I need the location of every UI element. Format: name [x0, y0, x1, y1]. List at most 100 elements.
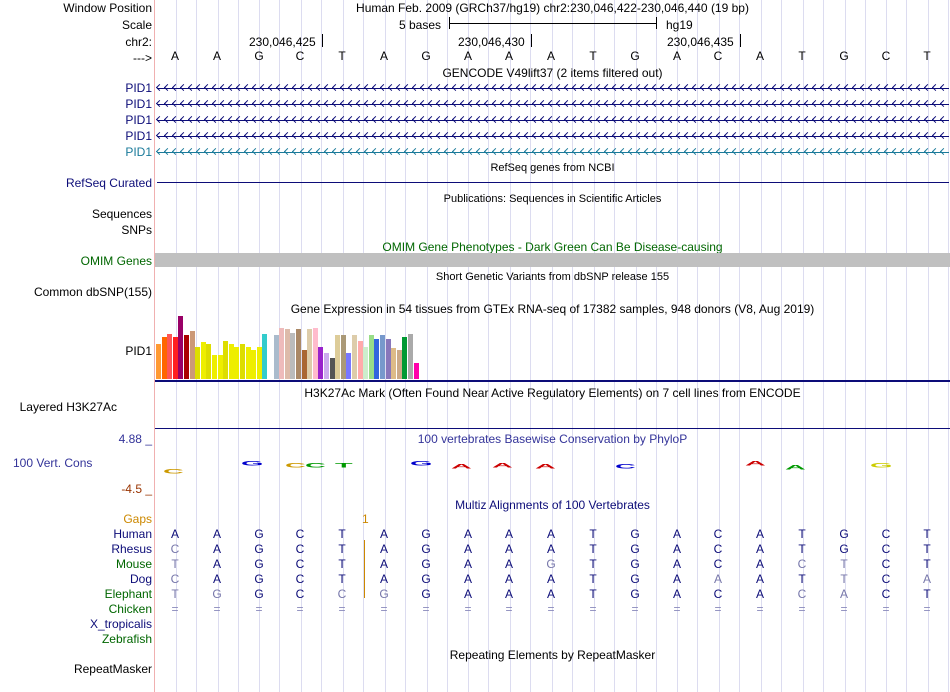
strand-arrow-icon: [563, 99, 572, 108]
gtex-tissue-bar[interactable]: [413, 363, 419, 379]
strand-arrow-icon: [211, 115, 220, 124]
gtex-tissue-bar[interactable]: [200, 342, 206, 379]
strand-arrow-icon: [931, 131, 940, 140]
refseq-title[interactable]: RefSeq genes from NCBI: [490, 162, 615, 174]
strand-arrow-icon: [227, 115, 236, 124]
gtex-tissue-bar[interactable]: [217, 355, 223, 379]
gtex-tissue-bar[interactable]: [223, 341, 229, 379]
gtex-tissue-bar[interactable]: [273, 335, 279, 379]
gtex-tissue-bar[interactable]: [329, 358, 335, 379]
gencode-gene-label[interactable]: PID1: [125, 97, 152, 111]
gtex-tissue-bar[interactable]: [206, 344, 212, 379]
gtex-tissue-bar[interactable]: [251, 350, 257, 379]
gtex-tissue-bar[interactable]: [195, 347, 201, 379]
species-label[interactable]: Mouse: [115, 557, 152, 571]
h3k27ac-label[interactable]: Layered H3K27Ac: [19, 400, 117, 414]
gencode-gene-model[interactable]: [155, 147, 949, 159]
gencode-title[interactable]: GENCODE V49lift37 (2 items filtered out): [442, 66, 663, 80]
dbsnp-label[interactable]: Common dbSNP(155): [33, 285, 152, 299]
strand-arrow-icon: [531, 147, 540, 156]
gtex-tissue-bar[interactable]: [301, 350, 307, 379]
omim-gene-block[interactable]: [155, 253, 950, 267]
gtex-tissue-bar[interactable]: [167, 334, 173, 379]
strand-arrow-icon: [323, 147, 332, 156]
omim-title[interactable]: OMIM Gene Phenotypes - Dark Green Can Be…: [382, 240, 723, 254]
gtex-tissue-bar[interactable]: [391, 348, 397, 379]
gencode-gene-model[interactable]: [155, 99, 949, 111]
species-label[interactable]: Dog: [129, 572, 152, 586]
gtex-tissue-bar[interactable]: [357, 341, 363, 379]
refseq-gene-line[interactable]: [157, 182, 949, 183]
h3k27ac-title[interactable]: H3K27Ac Mark (Often Found Near Active Re…: [304, 386, 801, 400]
gtex-tissue-bar[interactable]: [279, 328, 285, 379]
strand-arrow-icon: [891, 115, 900, 124]
gtex-tissue-bar[interactable]: [234, 347, 240, 379]
gtex-tissue-bar[interactable]: [363, 347, 369, 379]
gtex-tissue-bar[interactable]: [284, 329, 290, 379]
species-label[interactable]: X_tropicalis: [89, 617, 152, 631]
gtex-tissue-bar[interactable]: [161, 337, 167, 379]
gtex-tissue-bar[interactable]: [307, 329, 313, 379]
gtex-tissue-bar[interactable]: [374, 339, 380, 379]
gtex-tissue-bar[interactable]: [156, 344, 161, 379]
strand-arrow-icon: [467, 83, 476, 92]
window-position-text[interactable]: Human Feb. 2009 (GRCh37/hg19) chr2:230,0…: [356, 1, 749, 15]
gencode-gene-model[interactable]: [155, 115, 949, 127]
gtex-title[interactable]: Gene Expression in 54 tissues from GTEx …: [290, 302, 815, 316]
species-label[interactable]: Rhesus: [111, 542, 152, 556]
publications-sequences-label[interactable]: Sequences: [91, 207, 152, 221]
gtex-tissue-bar[interactable]: [318, 347, 324, 379]
gtex-tissue-bar[interactable]: [396, 350, 402, 379]
publications-title[interactable]: Publications: Sequences in Scientific Ar…: [443, 193, 662, 205]
publications-snps-label[interactable]: SNPs: [121, 223, 152, 237]
gaps-label[interactable]: Gaps: [123, 512, 152, 526]
omim-label[interactable]: OMIM Genes: [80, 254, 152, 268]
dbsnp-title[interactable]: Short Genetic Variants from dbSNP releas…: [435, 271, 670, 283]
repeatmasker-label[interactable]: RepeatMasker: [73, 662, 152, 676]
gtex-tissue-bar[interactable]: [352, 335, 357, 379]
gtex-bar-chart[interactable]: [155, 315, 555, 379]
strand-arrow-icon: [555, 83, 564, 92]
gtex-tissue-bar[interactable]: [262, 334, 268, 379]
species-label[interactable]: Chicken: [108, 602, 152, 616]
gencode-gene-label[interactable]: PID1: [125, 145, 152, 159]
conservation-title[interactable]: 100 vertebrates Basewise Conservation by…: [417, 432, 688, 446]
species-label[interactable]: Zebrafish: [101, 632, 152, 646]
gtex-tissue-bar[interactable]: [245, 347, 251, 379]
gtex-tissue-bar[interactable]: [380, 335, 385, 379]
gencode-gene-model[interactable]: [155, 131, 949, 143]
gtex-tissue-bar[interactable]: [256, 347, 262, 379]
gencode-gene-model[interactable]: [155, 83, 949, 95]
repeatmasker-title[interactable]: Repeating Elements by RepeatMasker: [449, 648, 656, 662]
gtex-tissue-bar[interactable]: [335, 335, 341, 379]
species-label[interactable]: Human: [113, 527, 152, 541]
gencode-gene-label[interactable]: PID1: [125, 129, 152, 143]
gtex-tissue-bar[interactable]: [184, 335, 189, 379]
gtex-tissue-bar[interactable]: [240, 344, 245, 379]
gtex-tissue-bar[interactable]: [402, 337, 408, 379]
gtex-tissue-bar[interactable]: [296, 329, 301, 379]
gtex-tissue-bar[interactable]: [212, 355, 217, 379]
gtex-tissue-bar[interactable]: [340, 335, 346, 379]
strand-arrow-icon: [619, 115, 628, 124]
refseq-label[interactable]: RefSeq Curated: [65, 176, 152, 190]
gencode-gene-label[interactable]: PID1: [125, 113, 152, 127]
gtex-tissue-bar[interactable]: [385, 339, 391, 379]
strand-arrow-icon: [219, 83, 228, 92]
species-label[interactable]: Elephant: [104, 587, 152, 601]
gtex-tissue-bar[interactable]: [324, 353, 329, 379]
gtex-tissue-bar[interactable]: [178, 316, 184, 379]
gtex-tissue-bar[interactable]: [368, 335, 374, 379]
conservation-label[interactable]: 100 Vert. Cons: [13, 456, 93, 470]
multiz-title[interactable]: Multiz Alignments of 100 Vertebrates: [455, 498, 650, 512]
gtex-tissue-bar[interactable]: [172, 337, 178, 379]
gtex-label[interactable]: PID1: [125, 344, 152, 358]
gencode-gene-label[interactable]: PID1: [125, 81, 152, 95]
gtex-tissue-bar[interactable]: [189, 331, 195, 379]
gtex-tissue-bar[interactable]: [228, 344, 234, 379]
gtex-tissue-bar[interactable]: [346, 353, 352, 379]
gtex-tissue-bar[interactable]: [408, 334, 413, 379]
gtex-tissue-bar[interactable]: [290, 333, 296, 379]
gtex-tissue-bar[interactable]: [312, 328, 318, 379]
